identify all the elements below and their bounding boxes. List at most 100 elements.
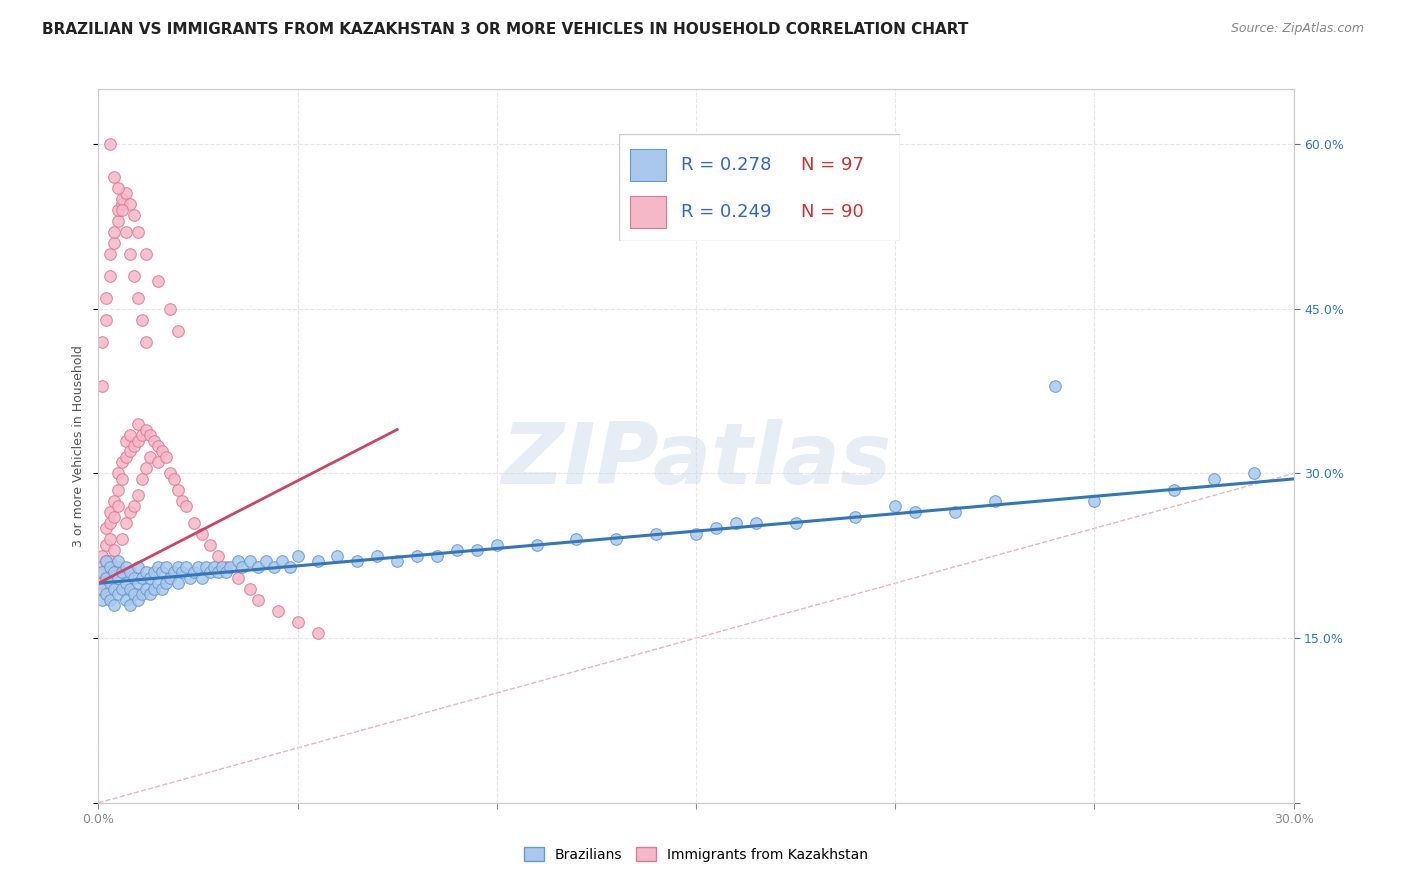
Point — [120, 444, 142, 458]
Point — [96, 571, 118, 585]
Point — [111, 197, 134, 211]
Point — [1202, 472, 1225, 486]
Point — [131, 571, 153, 585]
Point — [904, 505, 927, 519]
Point — [215, 559, 238, 574]
Point — [131, 587, 153, 601]
FancyBboxPatch shape — [619, 134, 900, 241]
Point — [96, 291, 118, 305]
Point — [526, 538, 548, 552]
Point — [115, 559, 138, 574]
Point — [100, 137, 122, 152]
Point — [565, 533, 588, 547]
Point — [103, 543, 125, 558]
Point — [984, 494, 1007, 508]
Point — [100, 247, 122, 261]
Point — [155, 450, 177, 464]
Point — [100, 559, 122, 574]
Text: Source: ZipAtlas.com: Source: ZipAtlas.com — [1230, 22, 1364, 36]
Point — [139, 587, 162, 601]
Point — [115, 576, 138, 591]
Point — [148, 455, 170, 469]
Point — [107, 500, 129, 514]
Point — [605, 533, 627, 547]
Point — [96, 312, 118, 326]
Point — [219, 559, 242, 574]
Point — [307, 625, 329, 640]
Point — [135, 461, 157, 475]
Point — [96, 587, 118, 601]
Point — [366, 549, 388, 563]
Point — [124, 571, 146, 585]
Point — [96, 554, 118, 568]
Point — [91, 576, 114, 591]
Text: N = 90: N = 90 — [801, 203, 865, 221]
Point — [135, 582, 157, 596]
Point — [135, 566, 157, 580]
Point — [120, 247, 142, 261]
Point — [187, 559, 209, 574]
Point — [96, 521, 118, 535]
Point — [326, 549, 349, 563]
Point — [100, 554, 122, 568]
Point — [139, 450, 162, 464]
Point — [685, 526, 707, 541]
Point — [91, 378, 114, 392]
Point — [124, 268, 146, 283]
Point — [226, 571, 249, 585]
Point — [150, 444, 173, 458]
Point — [704, 521, 727, 535]
Point — [406, 549, 429, 563]
Point — [167, 324, 190, 338]
Point — [163, 566, 186, 580]
Point — [143, 582, 166, 596]
Point — [179, 571, 201, 585]
Point — [167, 483, 190, 497]
Point — [115, 516, 138, 530]
Point — [207, 549, 229, 563]
Point — [127, 592, 149, 607]
Point — [485, 538, 508, 552]
Point — [120, 505, 142, 519]
Point — [111, 533, 134, 547]
Point — [127, 434, 149, 448]
Point — [307, 554, 329, 568]
Point — [246, 592, 269, 607]
Point — [103, 494, 125, 508]
Point — [1043, 378, 1066, 392]
Point — [239, 554, 262, 568]
Point — [745, 516, 768, 530]
Point — [107, 214, 129, 228]
Point — [174, 559, 197, 574]
Point — [127, 225, 149, 239]
Point — [385, 554, 409, 568]
Text: BRAZILIAN VS IMMIGRANTS FROM KAZAKHSTAN 3 OR MORE VEHICLES IN HOUSEHOLD CORRELAT: BRAZILIAN VS IMMIGRANTS FROM KAZAKHSTAN … — [42, 22, 969, 37]
Point — [96, 554, 118, 568]
Point — [127, 417, 149, 431]
Point — [91, 549, 114, 563]
Point — [111, 455, 134, 469]
Point — [226, 554, 249, 568]
Point — [103, 598, 125, 612]
Bar — [630, 149, 666, 181]
Point — [172, 566, 194, 580]
Point — [111, 566, 134, 580]
Point — [195, 559, 218, 574]
Point — [191, 571, 214, 585]
Point — [127, 488, 149, 502]
Point — [163, 472, 186, 486]
Point — [724, 516, 747, 530]
Point — [115, 450, 138, 464]
Point — [115, 592, 138, 607]
Point — [124, 500, 146, 514]
Point — [100, 533, 122, 547]
Point — [103, 169, 125, 184]
Point — [150, 566, 173, 580]
Point — [107, 554, 129, 568]
Point — [167, 576, 190, 591]
Point — [844, 510, 866, 524]
Point — [207, 566, 229, 580]
Point — [263, 559, 285, 574]
Point — [1163, 483, 1185, 497]
Point — [100, 576, 122, 591]
